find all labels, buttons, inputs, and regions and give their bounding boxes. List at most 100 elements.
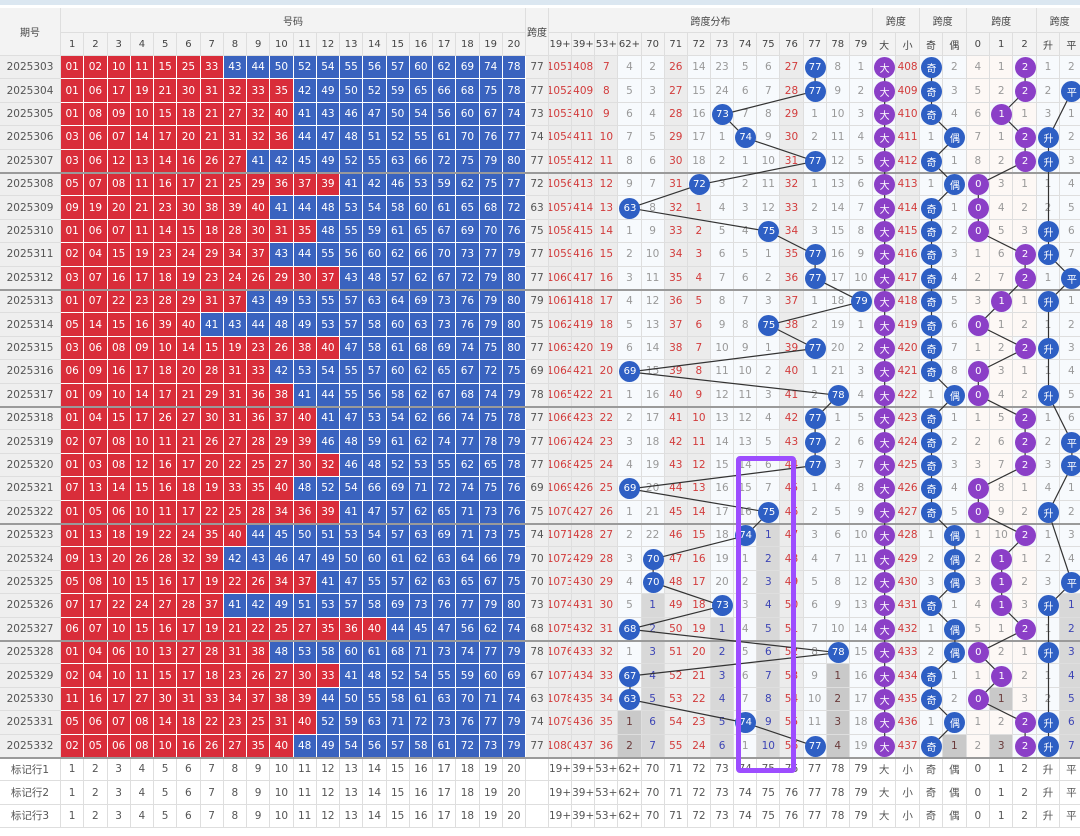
footer-dist-mark[interactable]: 73 — [710, 758, 735, 782]
footer-dist-mark[interactable]: 74 — [734, 804, 758, 829]
footer-dist-mark[interactable]: 78 — [826, 781, 850, 805]
footer-number-mark[interactable]: 16 — [409, 758, 433, 782]
footer-group-mark[interactable]: 1 — [990, 758, 1014, 782]
footer-dist-mark[interactable]: 74 — [734, 781, 758, 805]
footer-number-mark[interactable]: 3 — [107, 781, 131, 805]
footer-dist-mark[interactable]: 71 — [664, 781, 688, 805]
footer-number-mark[interactable]: 2 — [84, 758, 108, 782]
footer-dist-mark[interactable]: 77 — [803, 781, 827, 805]
footer-group-mark[interactable]: 大 — [872, 781, 897, 805]
footer-dist-mark[interactable]: 53+ — [595, 758, 619, 782]
footer-dist-mark[interactable]: 39+ — [572, 804, 596, 829]
footer-dist-mark[interactable]: 76 — [780, 804, 804, 829]
footer-dist-mark[interactable]: 78 — [826, 804, 850, 829]
footer-number-mark[interactable]: 10 — [270, 804, 294, 829]
footer-number-mark[interactable]: 16 — [409, 804, 433, 829]
footer-number-mark[interactable]: 12 — [316, 758, 340, 782]
footer-group-mark[interactable]: 小 — [896, 758, 920, 782]
footer-dist-mark[interactable]: 76 — [780, 781, 804, 805]
footer-number-mark[interactable]: 18 — [456, 758, 480, 782]
footer-dist-mark[interactable]: 70 — [641, 781, 665, 805]
footer-number-mark[interactable]: 13 — [340, 781, 364, 805]
footer-group-mark[interactable]: 1 — [990, 781, 1014, 805]
footer-group-mark[interactable]: 2 — [1013, 781, 1037, 805]
footer-number-mark[interactable]: 1 — [61, 758, 85, 782]
footer-dist-mark[interactable]: 75 — [757, 781, 781, 805]
footer-dist-mark[interactable]: 79 — [849, 781, 873, 805]
footer-dist-mark[interactable]: 71 — [664, 758, 688, 782]
footer-dist-mark[interactable]: 78 — [826, 758, 850, 782]
footer-group-mark[interactable]: 奇 — [919, 781, 944, 805]
footer-number-mark[interactable]: 19 — [479, 758, 503, 782]
footer-number-mark[interactable]: 11 — [293, 781, 317, 805]
footer-number-mark[interactable]: 8 — [223, 804, 247, 829]
footer-dist-mark[interactable]: 39+ — [572, 758, 596, 782]
footer-group-mark[interactable]: 平 — [1060, 758, 1080, 782]
footer-number-mark[interactable]: 5 — [154, 758, 178, 782]
footer-number-mark[interactable]: 4 — [130, 781, 154, 805]
footer-dist-mark[interactable]: 71 — [664, 804, 688, 829]
footer-number-mark[interactable]: 5 — [154, 804, 178, 829]
footer-dist-mark[interactable]: 70 — [641, 804, 665, 829]
footer-number-mark[interactable]: 11 — [293, 804, 317, 829]
footer-number-mark[interactable]: 4 — [130, 758, 154, 782]
footer-number-mark[interactable]: 2 — [84, 804, 108, 829]
footer-number-mark[interactable]: 3 — [107, 758, 131, 782]
footer-number-mark[interactable]: 15 — [386, 804, 410, 829]
footer-dist-mark[interactable]: 72 — [687, 804, 711, 829]
footer-group-mark[interactable]: 升 — [1036, 758, 1061, 782]
footer-number-mark[interactable]: 8 — [223, 758, 247, 782]
footer-dist-mark[interactable]: 79 — [849, 758, 873, 782]
footer-number-mark[interactable]: 6 — [177, 804, 201, 829]
footer-dist-mark[interactable]: 62+ — [618, 804, 642, 829]
footer-number-mark[interactable]: 2 — [84, 781, 108, 805]
footer-number-mark[interactable]: 13 — [340, 804, 364, 829]
footer-dist-mark[interactable]: 73 — [710, 804, 735, 829]
footer-dist-mark[interactable]: 70 — [641, 758, 665, 782]
footer-number-mark[interactable]: 10 — [270, 781, 294, 805]
footer-number-mark[interactable]: 12 — [316, 804, 340, 829]
footer-group-mark[interactable]: 2 — [1013, 804, 1037, 829]
footer-dist-mark[interactable]: 19+ — [549, 781, 573, 805]
footer-dist-mark[interactable]: 77 — [803, 758, 827, 782]
footer-number-mark[interactable]: 9 — [247, 781, 271, 805]
footer-dist-mark[interactable]: 53+ — [595, 804, 619, 829]
footer-group-mark[interactable]: 小 — [896, 804, 920, 829]
footer-group-mark[interactable]: 平 — [1060, 781, 1080, 805]
footer-group-mark[interactable]: 0 — [966, 781, 990, 805]
footer-group-mark[interactable]: 升 — [1036, 781, 1061, 805]
footer-number-mark[interactable]: 14 — [363, 804, 387, 829]
footer-number-mark[interactable]: 20 — [502, 758, 526, 782]
footer-dist-mark[interactable]: 39+ — [572, 781, 596, 805]
footer-number-mark[interactable]: 7 — [200, 804, 224, 829]
footer-number-mark[interactable]: 14 — [363, 781, 387, 805]
footer-number-mark[interactable]: 7 — [200, 758, 224, 782]
footer-dist-mark[interactable]: 62+ — [618, 781, 642, 805]
footer-group-mark[interactable]: 小 — [896, 781, 920, 805]
footer-number-mark[interactable]: 8 — [223, 781, 247, 805]
footer-number-mark[interactable]: 20 — [502, 781, 526, 805]
footer-number-mark[interactable]: 6 — [177, 758, 201, 782]
footer-group-mark[interactable]: 偶 — [943, 781, 967, 805]
footer-number-mark[interactable]: 17 — [433, 781, 457, 805]
footer-group-mark[interactable]: 偶 — [943, 758, 967, 782]
footer-number-mark[interactable]: 5 — [154, 781, 178, 805]
footer-dist-mark[interactable]: 53+ — [595, 781, 619, 805]
footer-group-mark[interactable]: 平 — [1060, 804, 1080, 829]
footer-dist-mark[interactable]: 79 — [849, 804, 873, 829]
footer-number-mark[interactable]: 20 — [502, 804, 526, 829]
footer-group-mark[interactable]: 偶 — [943, 804, 967, 829]
footer-number-mark[interactable]: 18 — [456, 804, 480, 829]
footer-dist-mark[interactable]: 77 — [803, 804, 827, 829]
footer-number-mark[interactable]: 14 — [363, 758, 387, 782]
footer-number-mark[interactable]: 15 — [386, 781, 410, 805]
footer-number-mark[interactable]: 4 — [130, 804, 154, 829]
footer-number-mark[interactable]: 11 — [293, 758, 317, 782]
footer-number-mark[interactable]: 6 — [177, 781, 201, 805]
footer-dist-mark[interactable]: 72 — [687, 758, 711, 782]
footer-dist-mark[interactable]: 72 — [687, 781, 711, 805]
footer-group-mark[interactable]: 0 — [966, 758, 990, 782]
footer-group-mark[interactable]: 奇 — [919, 804, 944, 829]
footer-number-mark[interactable]: 1 — [61, 781, 85, 805]
footer-number-mark[interactable]: 3 — [107, 804, 131, 829]
